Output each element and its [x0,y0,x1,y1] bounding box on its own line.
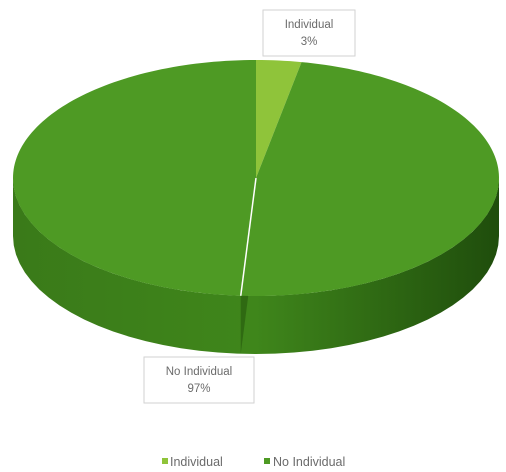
data-label-no-individual-box [143,356,255,404]
pie-side-no-individual [13,178,499,354]
legend-swatch-no-individual [264,458,270,464]
pie-3d [13,60,499,354]
data-label-individual-value: 3% [301,36,318,48]
data-label-individual: Individual 3% [262,9,356,57]
data-label-no-individual-value: 97% [187,383,210,395]
data-label-no-individual: No Individual 97% [143,356,255,404]
legend-label-no-individual: No Individual [273,455,345,469]
data-label-no-individual-category: No Individual [166,366,232,378]
legend-label-individual: Individual [170,455,223,469]
pie-split-line [239,177,257,296]
data-label-individual-box [262,9,356,57]
legend-swatch-individual [162,458,168,464]
data-label-individual-category: Individual [285,19,334,31]
pie-slice-individual [256,60,302,178]
legend: Individual No Individual [162,455,345,469]
